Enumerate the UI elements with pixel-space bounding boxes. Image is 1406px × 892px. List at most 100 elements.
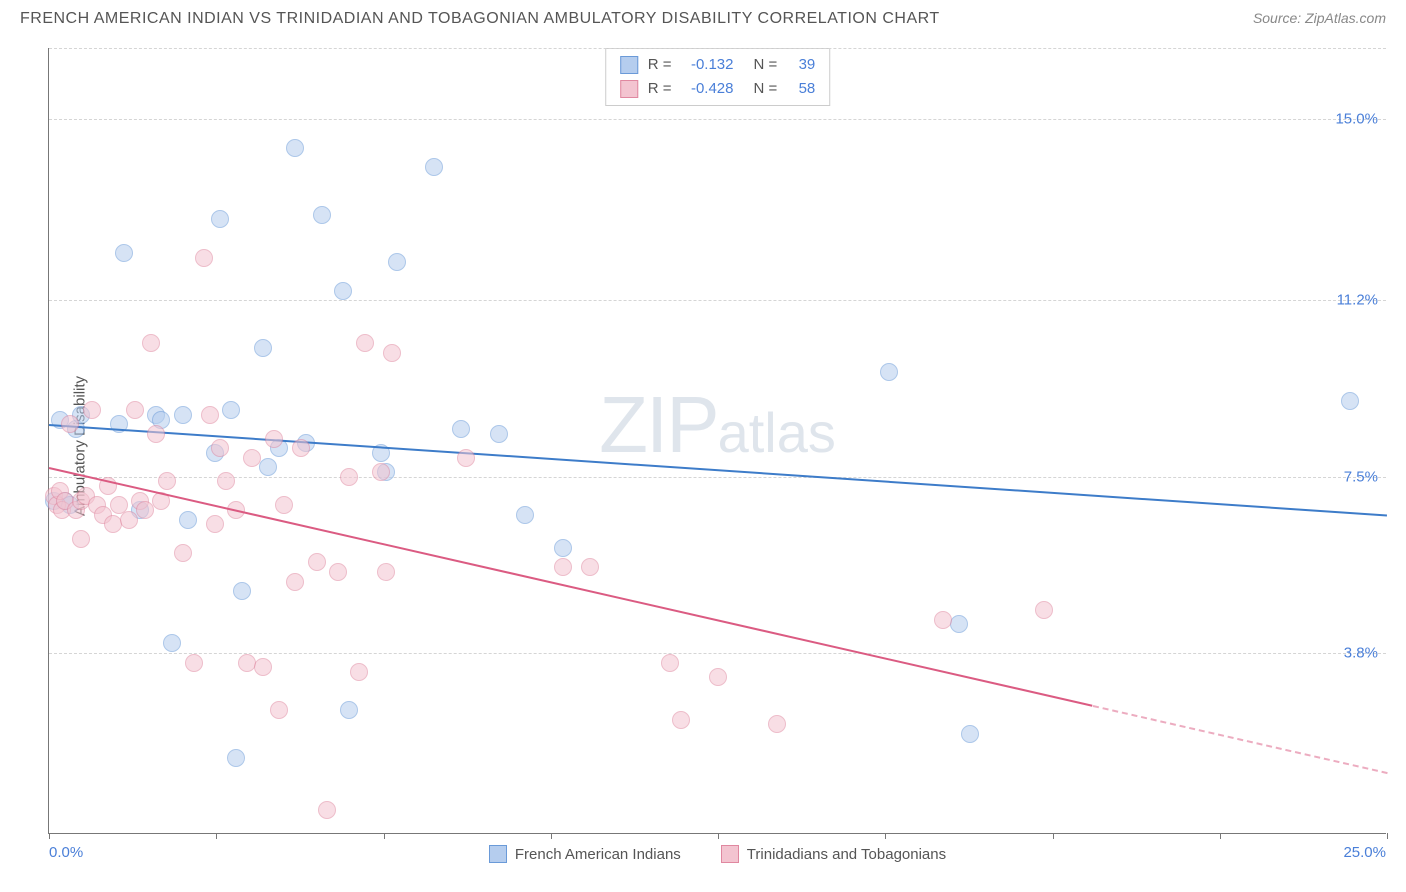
data-point [206,515,224,533]
data-point [185,654,203,672]
legend-swatch [620,80,638,98]
x-tick [216,833,217,839]
legend-row: R =-0.132N =39 [620,53,816,77]
data-point [201,406,219,424]
data-point [1341,392,1359,410]
data-point [313,206,331,224]
data-point [768,715,786,733]
data-point [292,439,310,457]
x-tick [384,833,385,839]
correlation-legend: R =-0.132N =39R =-0.428N =58 [605,48,831,106]
data-point [1035,601,1053,619]
data-point [147,425,165,443]
data-point [340,468,358,486]
gridline [49,48,1386,49]
data-point [233,582,251,600]
data-point [425,158,443,176]
y-tick-label: 3.8% [1344,644,1378,661]
gridline [49,300,1386,301]
data-point [163,634,181,652]
data-point [318,801,336,819]
data-point [126,401,144,419]
y-tick-label: 15.0% [1335,111,1378,128]
data-point [581,558,599,576]
data-point [554,539,572,557]
data-point [950,615,968,633]
data-point [350,663,368,681]
data-point [275,496,293,514]
data-point [179,511,197,529]
legend-label: Trinidadians and Tobagonians [747,846,946,863]
data-point [934,611,952,629]
x-tick [718,833,719,839]
data-point [372,463,390,481]
x-tick [1053,833,1054,839]
x-min-label: 0.0% [49,844,83,861]
data-point [211,439,229,457]
data-point [383,344,401,362]
data-point [222,401,240,419]
data-point [334,282,352,300]
series-legend: French American Indians Trinidadians and … [49,845,1386,863]
data-point [217,472,235,490]
n-label: N = [754,77,778,101]
legend-item: French American Indians [489,845,681,863]
chart-title: FRENCH AMERICAN INDIAN VS TRINIDADIAN AN… [20,10,940,28]
x-tick [885,833,886,839]
data-point [270,701,288,719]
n-label: N = [754,53,778,77]
x-tick [1220,833,1221,839]
data-point [120,511,138,529]
data-point [227,749,245,767]
data-point [72,530,90,548]
data-point [672,711,690,729]
gridline [49,119,1386,120]
data-point [329,563,347,581]
data-point [452,420,470,438]
gridline [49,477,1386,478]
legend-swatch [620,56,638,74]
x-tick [49,833,50,839]
x-tick [551,833,552,839]
data-point [254,658,272,676]
r-value: -0.132 [682,53,734,77]
y-tick-label: 7.5% [1344,468,1378,485]
data-point [195,249,213,267]
legend-row: R =-0.428N =58 [620,77,816,101]
trend-line-dashed [1092,705,1387,774]
r-value: -0.428 [682,77,734,101]
x-tick [1387,833,1388,839]
n-value: 39 [787,53,815,77]
data-point [490,425,508,443]
r-label: R = [648,77,672,101]
data-point [516,506,534,524]
data-point [356,334,374,352]
data-point [554,558,572,576]
data-point [961,725,979,743]
data-point [259,458,277,476]
data-point [115,244,133,262]
source-label: Source: ZipAtlas.com [1253,10,1386,26]
data-point [174,544,192,562]
legend-label: French American Indians [515,846,681,863]
data-point [211,210,229,228]
legend-swatch [489,845,507,863]
data-point [661,654,679,672]
legend-swatch [721,845,739,863]
data-point [83,401,101,419]
data-point [136,501,154,519]
data-point [61,415,79,433]
data-point [254,339,272,357]
x-max-label: 25.0% [1343,844,1386,861]
chart-area: ZIPatlas R =-0.132N =39R =-0.428N =58 Fr… [48,48,1386,834]
data-point [265,430,283,448]
data-point [388,253,406,271]
watermark: ZIPatlas [599,379,836,471]
data-point [880,363,898,381]
data-point [457,449,475,467]
trend-line [49,467,1093,707]
legend-item: Trinidadians and Tobagonians [721,845,946,863]
data-point [709,668,727,686]
data-point [340,701,358,719]
data-point [286,139,304,157]
